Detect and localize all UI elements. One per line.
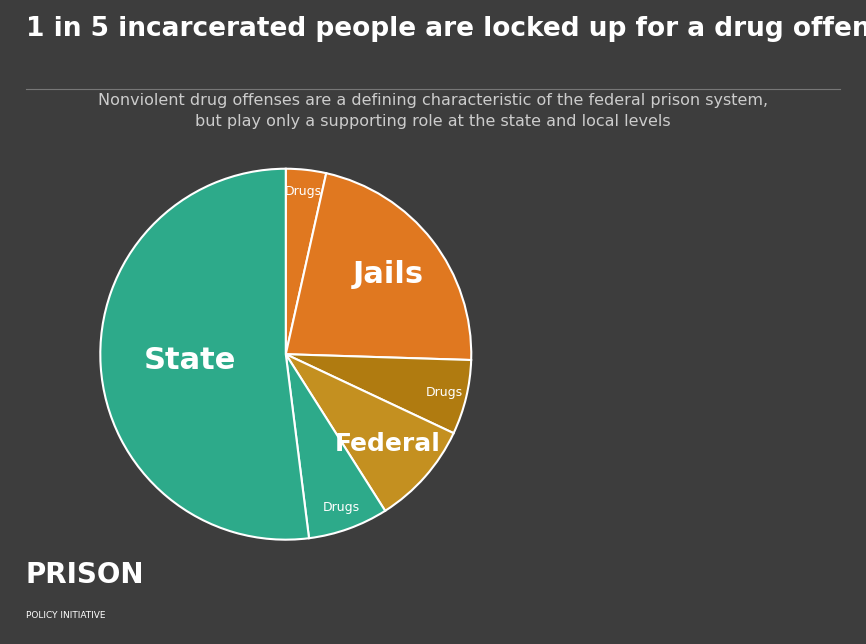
Text: POLICY INITIATIVE: POLICY INITIATIVE [26, 611, 106, 620]
Text: Drugs: Drugs [322, 501, 359, 515]
Text: State: State [144, 346, 236, 375]
Text: Nonviolent drug offenses are a defining characteristic of the federal prison sys: Nonviolent drug offenses are a defining … [98, 93, 768, 129]
Text: 1 in 5 incarcerated people are locked up for a drug offense: 1 in 5 incarcerated people are locked up… [26, 16, 866, 42]
Wedge shape [286, 354, 385, 538]
Text: Federal: Federal [334, 431, 440, 456]
Wedge shape [286, 354, 454, 511]
Wedge shape [100, 169, 309, 540]
Wedge shape [286, 354, 471, 433]
Wedge shape [286, 173, 471, 360]
Text: Drugs: Drugs [285, 185, 322, 198]
Text: Jails: Jails [352, 260, 424, 289]
Text: Drugs: Drugs [426, 386, 463, 399]
Wedge shape [286, 169, 326, 354]
Text: PRISON: PRISON [26, 562, 145, 589]
